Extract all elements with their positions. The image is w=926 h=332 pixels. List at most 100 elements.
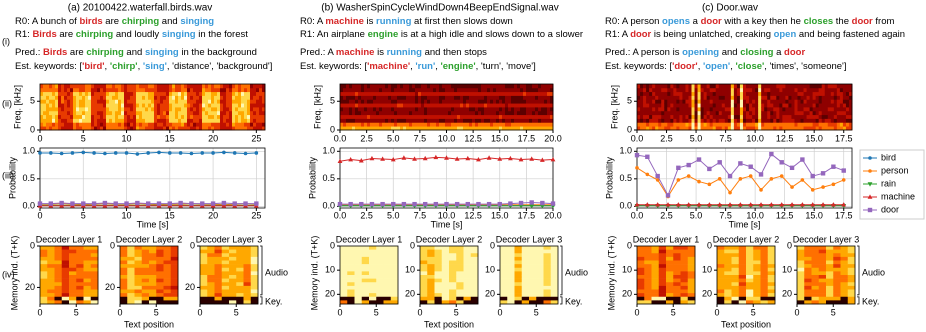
attention-cell xyxy=(47,275,55,279)
attention-cell xyxy=(659,279,667,283)
attention-cell xyxy=(666,264,674,268)
spectrogram-cell xyxy=(840,119,843,123)
spectrogram-cell xyxy=(520,84,523,88)
point xyxy=(168,151,172,155)
spectrogram-cell xyxy=(61,84,64,88)
attention-cell xyxy=(244,293,252,297)
spectrogram-cell xyxy=(719,96,722,100)
spectrogram-cell xyxy=(433,122,436,126)
attention-cell xyxy=(681,257,689,261)
spectrogram-cell xyxy=(740,111,743,115)
spectrogram-cell xyxy=(788,122,791,126)
spectrogram-cell xyxy=(136,111,139,115)
spectrogram-cell xyxy=(385,111,388,115)
spectrogram-cell xyxy=(499,115,502,119)
spectrogram-cell xyxy=(349,96,352,100)
spectrogram-cell xyxy=(688,107,691,111)
spectrogram-cell xyxy=(816,84,819,88)
spectrogram-cell xyxy=(67,84,70,88)
attention-cell xyxy=(244,271,252,275)
plot-frame xyxy=(40,148,265,208)
spectrogram-cell xyxy=(412,111,415,115)
spectrogram-cell xyxy=(163,103,166,107)
spectrogram-cell xyxy=(241,119,244,123)
attention-cell xyxy=(637,279,645,283)
y-tick-label: 5 xyxy=(627,96,632,106)
spectrogram-cell xyxy=(655,111,658,115)
spectrogram-cell xyxy=(61,99,64,103)
attention-cell xyxy=(739,293,747,297)
spectrogram-cell xyxy=(169,84,172,88)
attention-cell xyxy=(456,246,464,250)
spectrogram-cell xyxy=(837,111,840,115)
spectrogram-cell xyxy=(52,122,55,126)
spectrogram-cell xyxy=(418,96,421,100)
spectrogram-cell xyxy=(415,92,418,96)
spectrogram-cell xyxy=(469,88,472,92)
spectrogram-cell xyxy=(163,96,166,100)
spectrogram-cell xyxy=(661,96,664,100)
spectrogram-cell xyxy=(202,96,205,100)
caption-text: and xyxy=(124,47,145,58)
attention-cell xyxy=(384,253,392,257)
x-tick-label: 7.5 xyxy=(414,210,427,220)
spectrogram-cell xyxy=(193,92,196,96)
spectrogram-cell xyxy=(211,111,214,115)
legend-marker xyxy=(868,169,872,173)
spectrogram-cell xyxy=(382,88,385,92)
spectrogram-cell xyxy=(547,122,550,126)
spectrogram-cell xyxy=(698,107,701,111)
attention-cell xyxy=(69,293,77,297)
attention-cell xyxy=(355,279,363,283)
spectrogram-cell xyxy=(460,96,463,100)
spectrogram-cell xyxy=(481,111,484,115)
spectrogram-cell xyxy=(157,107,160,111)
keyword: engine xyxy=(368,29,399,40)
attention-cell xyxy=(761,271,769,275)
spectrogram-cell xyxy=(223,84,226,88)
attention-cell xyxy=(427,261,435,265)
attention-cell xyxy=(200,253,208,257)
spectrogram-cell xyxy=(643,99,646,103)
spectrogram-cell xyxy=(749,119,752,123)
spectrogram-cell xyxy=(752,115,755,119)
spectrogram-cell xyxy=(61,92,64,96)
spectrogram-cell xyxy=(779,96,782,100)
attention-cell xyxy=(753,261,761,265)
spectrogram-cell xyxy=(139,111,142,115)
attention-cell xyxy=(746,297,754,301)
spectrogram-cell xyxy=(828,88,831,92)
spectrogram-cell xyxy=(640,107,643,111)
spectrogram-cell xyxy=(761,107,764,111)
attention-cell xyxy=(644,257,652,261)
attention-cell xyxy=(376,275,384,279)
spectrogram-cell xyxy=(797,103,800,107)
spectrogram-cell xyxy=(181,107,184,111)
attention-cell xyxy=(688,286,696,290)
spectrogram-cell xyxy=(481,96,484,100)
spectrogram-cell xyxy=(454,122,457,126)
attention-cell xyxy=(164,271,172,275)
spectrogram-cell xyxy=(637,103,640,107)
spectrogram-cell xyxy=(226,84,229,88)
spectrogram-cell xyxy=(76,96,79,100)
attention-cell xyxy=(442,293,450,297)
spectrogram-cell xyxy=(214,115,217,119)
attention-cell xyxy=(819,279,827,283)
spectrogram-cell xyxy=(103,92,106,96)
spectrogram-cell xyxy=(202,111,205,115)
attention-cell xyxy=(200,275,208,279)
attention-cell xyxy=(84,268,92,272)
spectrogram-cell xyxy=(244,103,247,107)
spectrogram-cell xyxy=(755,122,758,126)
y-tick-label: 0.5 xyxy=(619,173,632,183)
spectrogram-cell xyxy=(731,111,734,115)
spectrogram-cell xyxy=(211,107,214,111)
spectrogram-cell xyxy=(695,115,698,119)
attention-cell xyxy=(666,261,674,265)
spectrogram-cell xyxy=(160,111,163,115)
attention-cell xyxy=(536,286,544,290)
spectrogram-cell xyxy=(400,84,403,88)
spectrogram-cell xyxy=(40,99,43,103)
attention-cell xyxy=(369,279,377,283)
